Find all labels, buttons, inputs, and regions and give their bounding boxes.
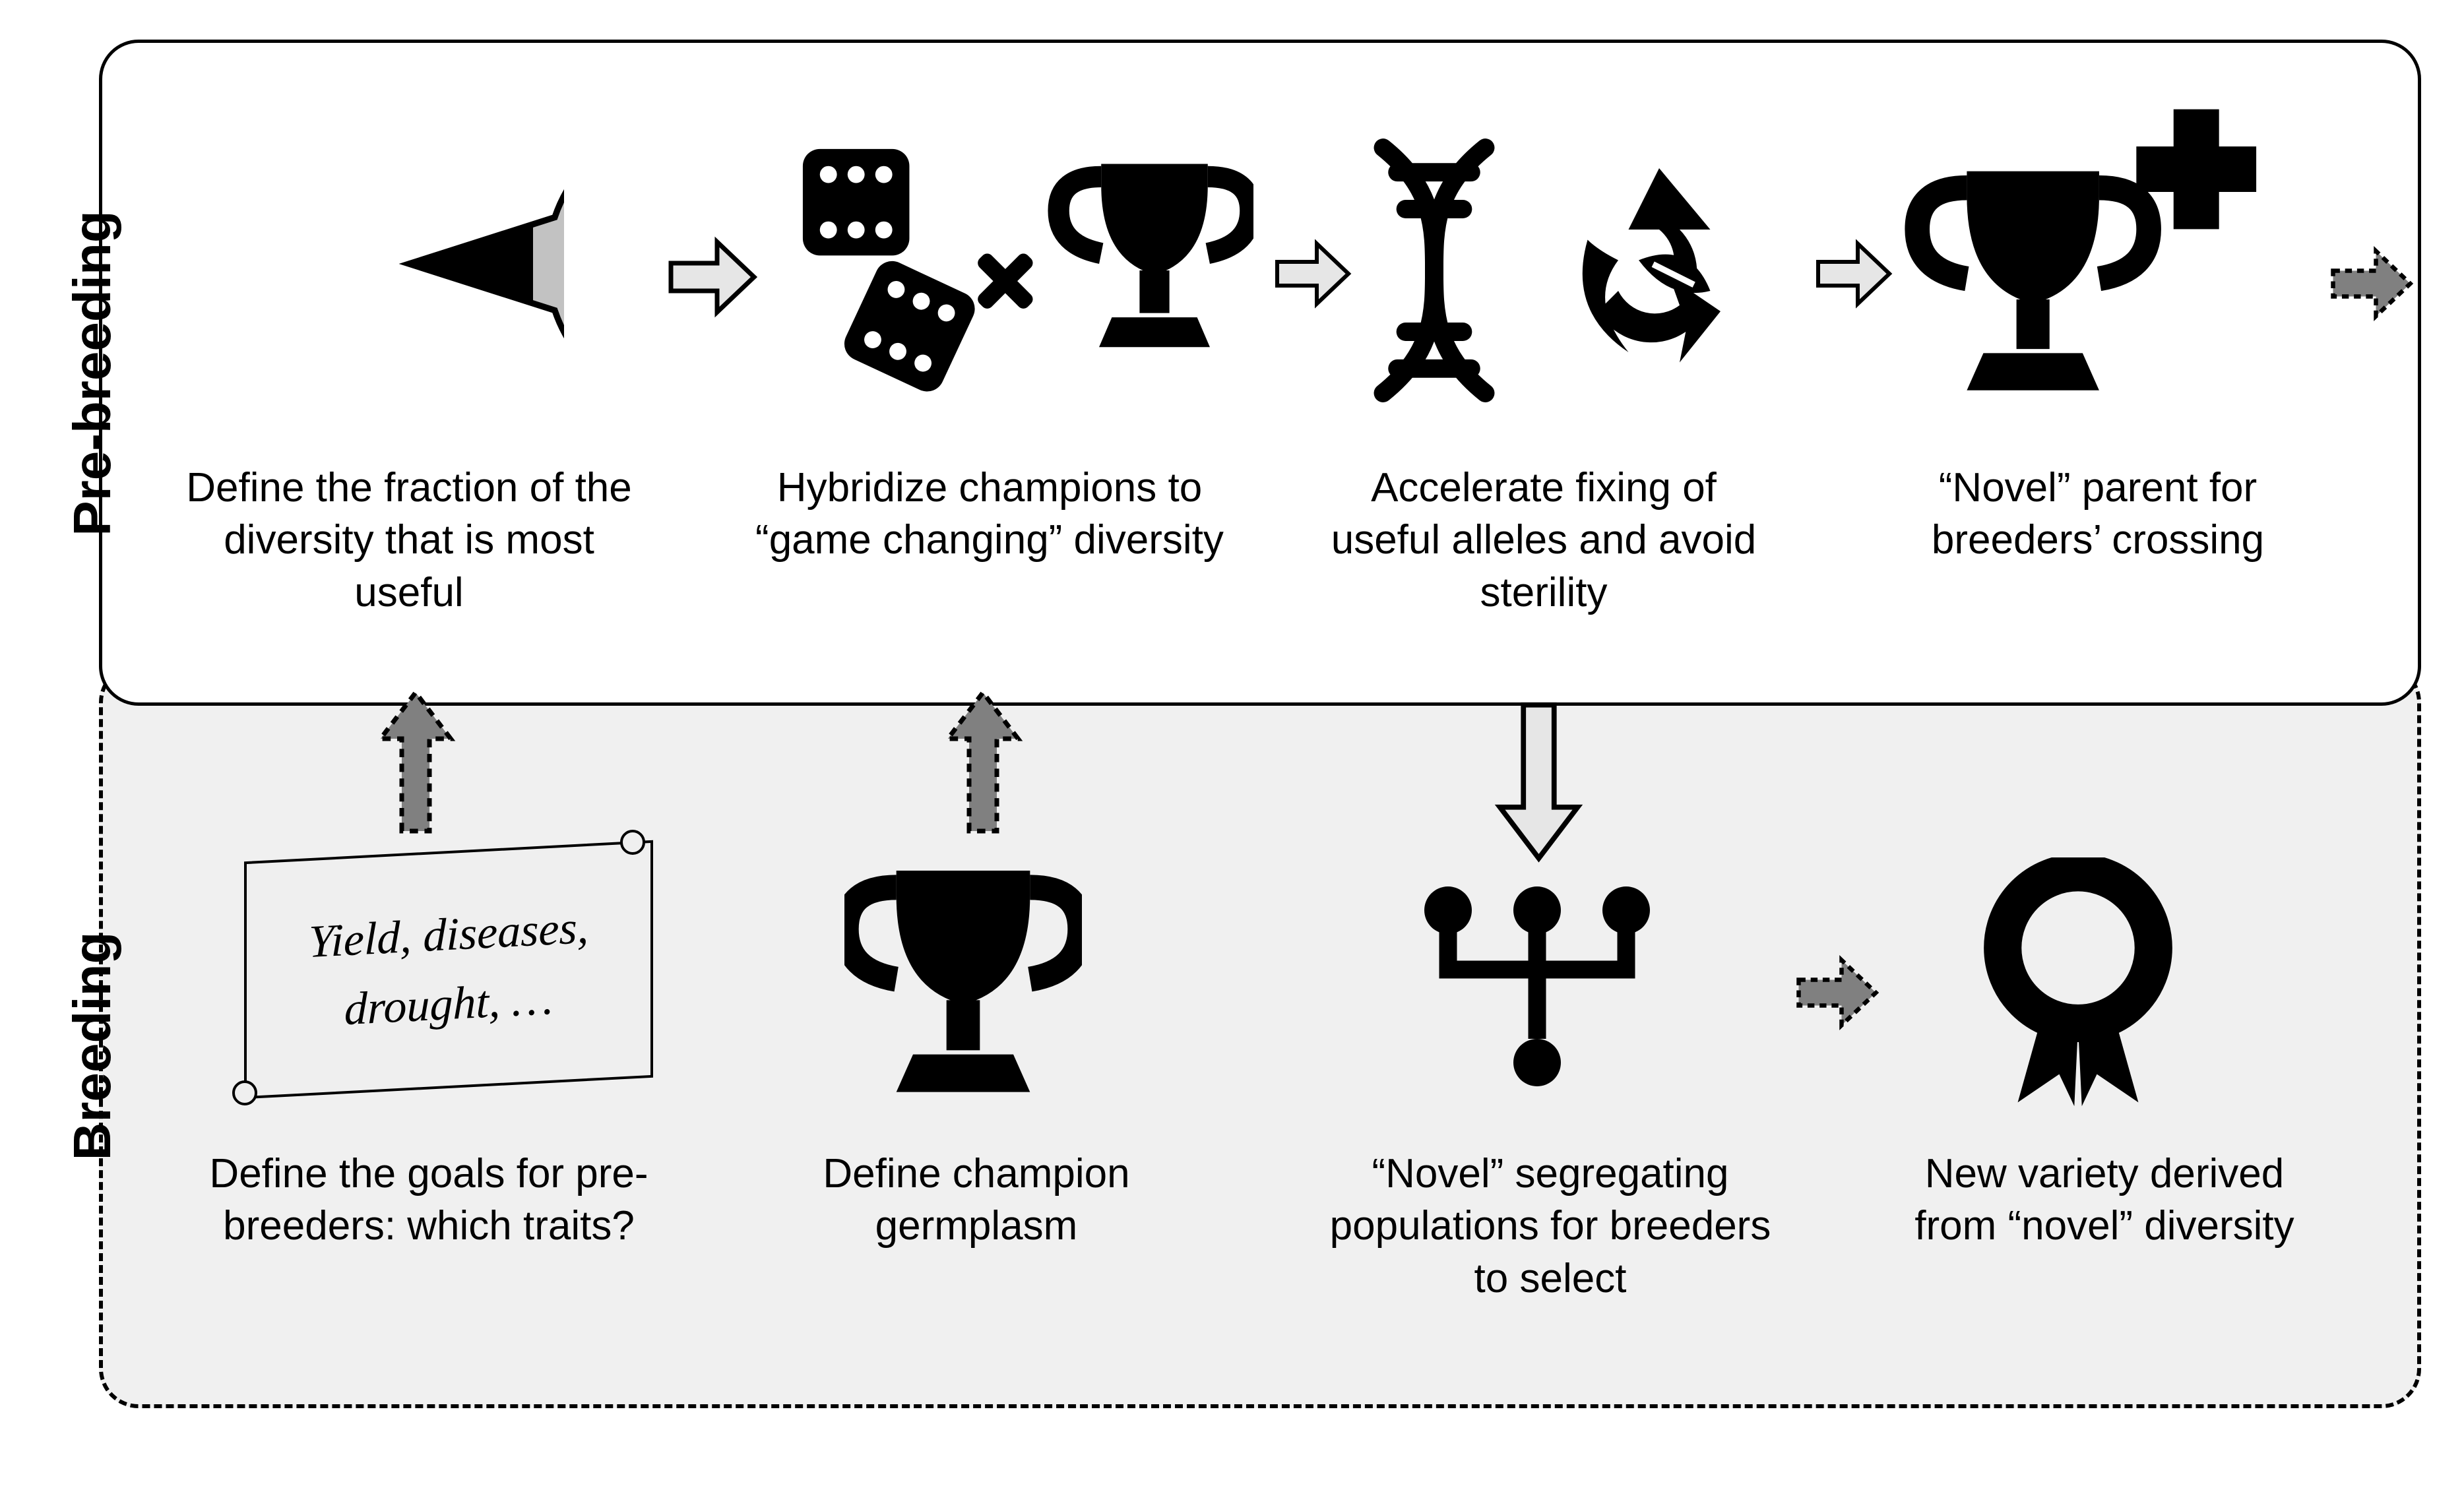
trophy-plus-icon [1893,99,2276,409]
pacman-icon [237,106,581,422]
scroll-curl-bot [232,1080,257,1105]
scroll-curl-top [620,830,645,855]
caption-breeding-1: Define the goals for pre-breeders: which… [198,1148,660,1253]
pedigree-icon [1399,877,1676,1101]
arrow-up-2 [937,676,1029,848]
scroll-note: Yield, diseases, drought, … [244,840,653,1099]
caption-breeding-2: Define champion germplasm [772,1148,1181,1253]
arrow-right-3 [1814,224,1893,323]
arrow-down-1 [1488,686,1590,877]
caption-breeding-4: New variety derived from “novel” diversi… [1880,1148,2329,1253]
caption-prebreeding-3: Accelerate fixing of useful alleles and … [1313,462,1775,619]
arrow-right-breeding [1794,943,1880,1042]
arrow-up-1 [369,676,462,848]
caption-breeding-3: “Novel” segregating populations for bree… [1313,1148,1788,1305]
section-label-breeding: Breeding [62,894,123,1198]
arrow-right-1 [666,224,759,330]
caption-prebreeding-4: “Novel” parent for breeders’ crossing [1874,462,2322,567]
trophy-icon [844,871,1082,1121]
dice-trophy-icon [778,132,1253,409]
caption-prebreeding-1: Define the fraction of the diversity tha… [185,462,633,619]
section-label-prebreeding: Pre-breeding [62,189,123,558]
award-ribbon-icon [1953,857,2203,1121]
dna-recycle-icon [1352,132,1761,409]
caption-prebreeding-2: Hybridize champions to “game changing” d… [745,462,1234,567]
arrow-right-4-clipped [2329,234,2415,333]
arrow-right-2 [1273,224,1352,323]
scroll-text: Yield, diseases, drought, … [247,870,650,1069]
